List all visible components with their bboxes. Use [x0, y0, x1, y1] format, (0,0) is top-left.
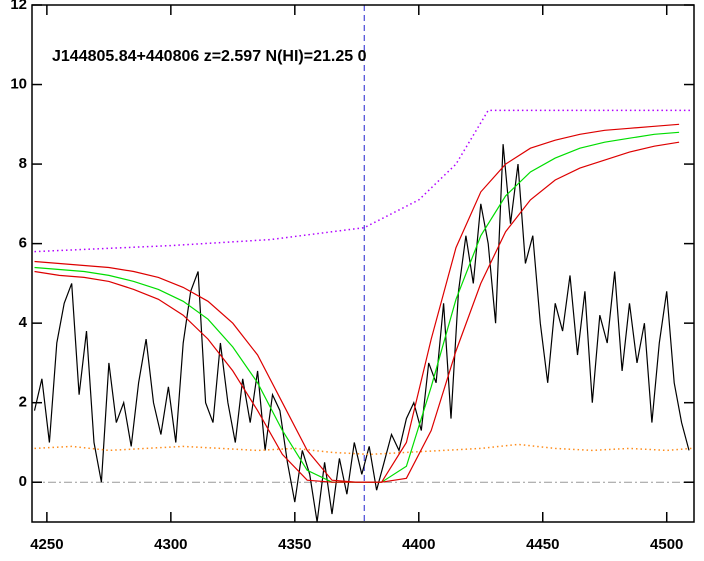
- series-line: [33, 144, 690, 522]
- series-line: [34, 131, 680, 483]
- series-line: [34, 123, 680, 483]
- series-line: [34, 443, 692, 456]
- y-tick-label: 4: [19, 314, 28, 331]
- y-tick-label: 6: [19, 235, 27, 252]
- series-line: [34, 109, 692, 253]
- chart-title: J144805.84+440806 z=2.597 N(HI)=21.25 0: [52, 48, 367, 65]
- x-tick-label: 4450: [526, 536, 559, 553]
- plot-frame: [31, 4, 695, 523]
- x-tick-label: 4300: [154, 536, 187, 553]
- y-tick-label: 10: [10, 76, 27, 93]
- y-tick-label: 2: [19, 394, 27, 411]
- x-tick-label: 4400: [402, 536, 435, 553]
- y-tick-label: 8: [19, 155, 27, 172]
- y-tick-label: 12: [10, 0, 27, 13]
- x-tick-label: 4350: [278, 536, 311, 553]
- y-tick-label: 0: [19, 473, 27, 490]
- series-line: [34, 141, 680, 483]
- x-tick-label: 4500: [650, 536, 683, 553]
- x-tick-label: 4250: [30, 536, 63, 553]
- plot-area: [32, 5, 694, 522]
